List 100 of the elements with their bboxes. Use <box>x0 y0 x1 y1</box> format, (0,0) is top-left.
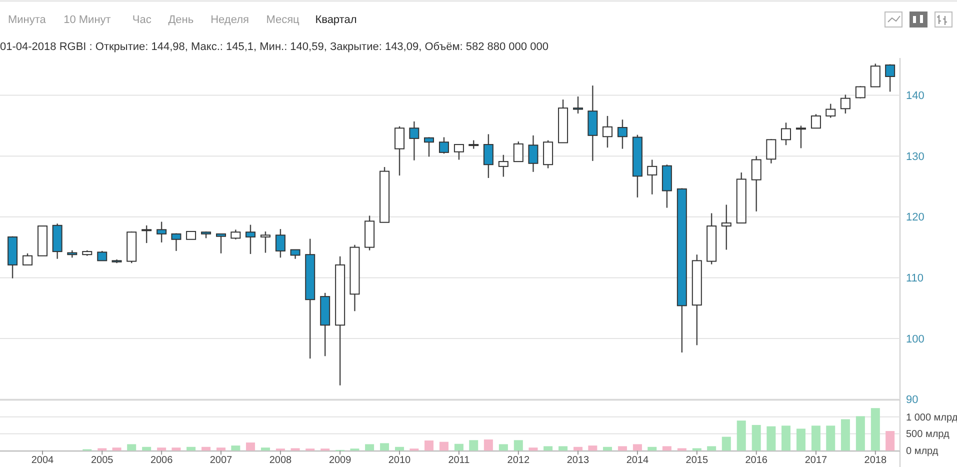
candlestick <box>275 228 286 258</box>
candlestick <box>617 119 628 150</box>
x-tick-label: 2005 <box>90 455 114 466</box>
y-tick-label: 120 <box>906 212 924 224</box>
candlestick <box>230 229 241 240</box>
bar <box>202 446 211 451</box>
x-tick-label: 2009 <box>328 455 352 466</box>
candlestick <box>602 115 612 148</box>
x-tick-label: 2018 <box>864 455 887 466</box>
bar <box>722 436 731 451</box>
chart-title: 01-04-2018 RGBI : Открытие: 144,98, Макс.: 145,1, Мин.: 140,59, Закрытие: 143,09, Объём: 582 880 000 000 <box>0 41 548 53</box>
x-tick-label: 2016 <box>745 455 768 466</box>
bar <box>395 446 404 451</box>
text: Минута <box>8 14 47 26</box>
bar <box>588 446 598 451</box>
bar <box>127 444 136 451</box>
candlestick <box>424 136 434 158</box>
text: Квартал <box>315 14 357 26</box>
bar <box>677 448 686 451</box>
text: Час <box>132 14 152 26</box>
bar <box>514 440 523 451</box>
x-tick-label: 2008 <box>269 455 292 466</box>
candlestick <box>498 154 508 178</box>
bar <box>558 446 568 451</box>
bar <box>602 446 612 451</box>
bar <box>886 431 895 451</box>
x-tick-label: 2011 <box>448 455 470 466</box>
candlestick <box>751 155 762 212</box>
x-tick-label: 2015 <box>686 455 708 466</box>
candlestick <box>885 64 896 92</box>
x-tick-label: 2006 <box>150 455 174 466</box>
bar <box>781 426 790 451</box>
bar <box>142 446 152 451</box>
candlestick <box>394 126 405 176</box>
bar <box>826 426 836 451</box>
bar <box>736 420 746 451</box>
bar <box>840 419 850 451</box>
bar <box>186 446 196 451</box>
bar <box>528 448 538 451</box>
bar <box>231 446 240 451</box>
candlestick <box>810 114 821 129</box>
candlestick <box>528 134 538 172</box>
candlestick <box>573 96 584 114</box>
y-tick-label: 90 <box>906 394 918 406</box>
candlestick <box>260 230 270 254</box>
candlestick <box>780 122 791 146</box>
candlestick <box>216 233 226 254</box>
x-tick-label: 2007 <box>210 455 233 466</box>
bar <box>648 446 657 451</box>
candlestick <box>513 140 524 162</box>
bar <box>498 444 508 451</box>
candlestick <box>796 125 806 149</box>
bar <box>544 446 553 451</box>
candlestick <box>721 204 732 250</box>
y-tick-label: 130 <box>906 150 924 163</box>
candlestick <box>142 224 152 244</box>
candlestick <box>826 103 836 118</box>
candlestick <box>483 134 494 179</box>
candlestick <box>855 86 866 99</box>
candlestick <box>409 120 420 161</box>
bar <box>172 448 181 451</box>
candlestick <box>97 250 108 262</box>
bar <box>618 446 627 451</box>
bar <box>454 444 464 451</box>
text: День <box>168 14 194 26</box>
candlestick <box>766 138 776 164</box>
bar <box>796 428 806 451</box>
text: Неделя <box>210 14 250 26</box>
bar <box>290 448 300 451</box>
candlestick <box>22 252 33 266</box>
candlestick <box>156 221 167 244</box>
bar <box>157 448 166 451</box>
bar <box>216 448 226 451</box>
candlestick <box>290 249 300 260</box>
x-tick-label: 2017 <box>804 455 828 466</box>
candlestick <box>543 140 554 169</box>
bar <box>365 444 374 451</box>
bar <box>424 440 434 451</box>
bar <box>484 439 493 451</box>
bar <box>766 426 776 451</box>
bar <box>870 408 880 451</box>
candlestick <box>454 144 464 160</box>
candlestick <box>171 232 182 252</box>
x-tick-label: 2004 <box>31 455 54 466</box>
text: Месяц <box>266 14 300 26</box>
bar <box>112 448 122 451</box>
y-tick-label: 500 млрд <box>906 429 950 440</box>
bar <box>260 448 270 451</box>
x-tick-label: 2010 <box>388 455 412 466</box>
bar <box>439 442 448 451</box>
y-tick-label: 140 <box>906 90 924 102</box>
bar <box>246 442 255 451</box>
bar <box>692 448 702 451</box>
x-tick-label: 2012 <box>507 455 530 466</box>
bar <box>707 446 716 451</box>
candlestick <box>438 136 449 154</box>
bar <box>856 416 865 451</box>
y-tick-label: 100 <box>906 333 924 346</box>
bar <box>469 440 478 451</box>
candlestick <box>245 224 256 255</box>
